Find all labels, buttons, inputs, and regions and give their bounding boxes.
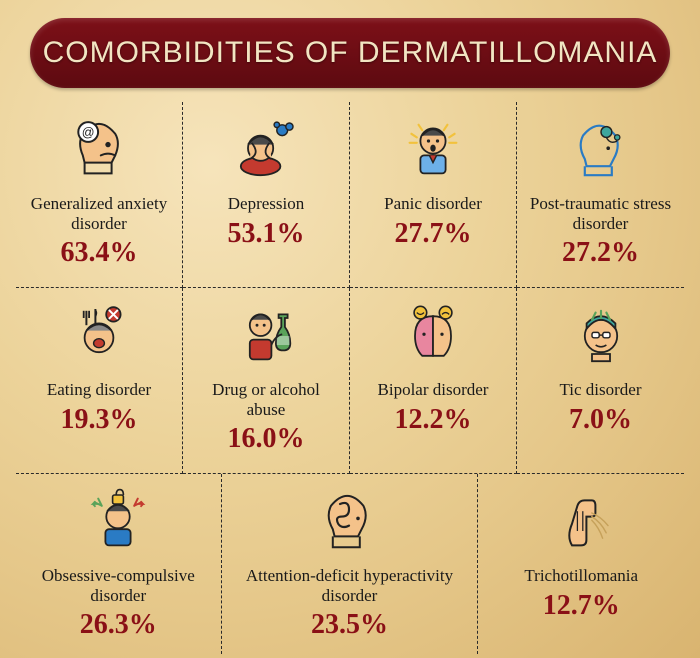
percentage: 16.0% (228, 423, 305, 455)
percentage: 12.2% (395, 404, 472, 436)
cell-adhd: Attention-deficit hyperactivity disorder… (222, 474, 479, 654)
drug-icon (228, 298, 304, 374)
cell-tic: Tic disorder 7.0% (517, 288, 684, 474)
cell-depression: Depression 53.1% (183, 102, 350, 288)
cell-anxiety: @ Generalized anxiety disorder 63.4% (16, 102, 183, 288)
eating-icon (61, 298, 137, 374)
label: Tic disorder (559, 380, 641, 400)
percentage: 12.7% (543, 590, 620, 622)
percentage: 53.1% (228, 218, 305, 250)
percentage: 19.3% (61, 404, 138, 436)
percentage: 26.3% (80, 609, 157, 641)
cell-drug: Drug or alcohol abuse 16.0% (183, 288, 350, 474)
anxiety-icon: @ (61, 112, 137, 188)
label: Post-traumatic stress disorder (525, 194, 676, 233)
cell-bipolar: Bipolar disorder 12.2% (350, 288, 517, 474)
percentage: 27.2% (562, 237, 639, 269)
label: Generalized anxiety disorder (24, 194, 174, 233)
adhd-icon (311, 484, 387, 560)
label: Trichotillomania (524, 566, 638, 586)
label: Attention-deficit hyperactivity disorder (230, 566, 470, 605)
cell-eating: Eating disorder 19.3% (16, 288, 183, 474)
ptsd-icon (563, 112, 639, 188)
title-pill: COMORBIDITIES OF DERMATILLOMANIA (30, 18, 670, 88)
tricho-icon (543, 484, 619, 560)
cell-ptsd: Post-traumatic stress disorder 27.2% (517, 102, 684, 288)
label: Depression (228, 194, 304, 214)
label: Drug or alcohol abuse (191, 380, 341, 419)
bipolar-icon (395, 298, 471, 374)
cell-tricho: Trichotillomania 12.7% (478, 474, 684, 654)
infographic-page: COMORBIDITIES OF DERMATILLOMANIA @ Gener… (0, 0, 700, 658)
grid: @ Generalized anxiety disorder 63.4% (16, 102, 684, 654)
page-title: COMORBIDITIES OF DERMATILLOMANIA (43, 36, 658, 70)
percentage: 27.7% (395, 218, 472, 250)
label: Obsessive-compulsive disorder (24, 566, 213, 605)
panic-icon (395, 112, 471, 188)
svg-text:@: @ (82, 126, 95, 140)
percentage: 63.4% (61, 237, 138, 269)
ocd-icon (80, 484, 156, 560)
label: Eating disorder (47, 380, 151, 400)
percentage: 23.5% (311, 609, 388, 641)
cell-panic: Panic disorder 27.7% (350, 102, 517, 288)
depression-icon (228, 112, 304, 188)
percentage: 7.0% (569, 404, 632, 436)
cell-ocd: Obsessive-compulsive disorder 26.3% (16, 474, 222, 654)
tic-icon (563, 298, 639, 374)
label: Bipolar disorder (378, 380, 489, 400)
label: Panic disorder (384, 194, 482, 214)
